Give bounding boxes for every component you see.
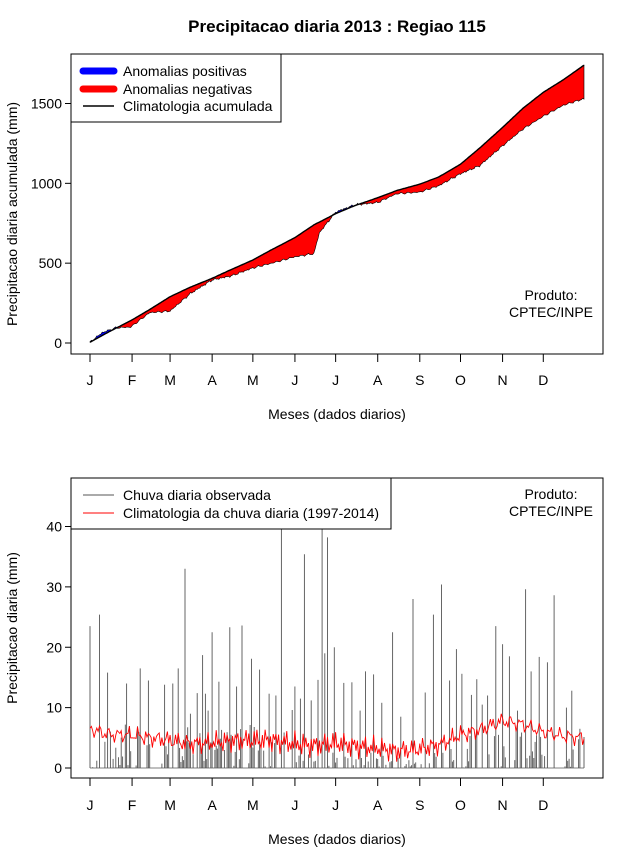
daily-legend: Chuva diaria observada Climatologia da c… xyxy=(70,477,392,530)
panel-daily: 0 10 20 30 40 J F M A M J J A S O N D Meses (dados diar… xyxy=(4,477,604,847)
cumulative-annotation-line2: CPTEC/INPE xyxy=(509,304,593,320)
daily-annotation-line1: Produto: xyxy=(525,486,578,502)
negative-anomaly-area xyxy=(116,214,334,329)
legend-label-negative: Anomalias negativas xyxy=(123,81,252,97)
daily-y-tick-label: 0 xyxy=(54,760,62,776)
cumulative-y-tick-label: 500 xyxy=(39,255,63,271)
daily-x-tick-label: N xyxy=(498,797,508,813)
daily-plot-area xyxy=(89,527,585,769)
daily-y-tick-label: 40 xyxy=(46,519,62,535)
legend-label-daily-climatology: Climatologia da chuva diaria (1997-2014) xyxy=(123,505,379,521)
cumulative-y-label: Precipitacao diaria acumulada (mm) xyxy=(4,102,20,326)
cumulative-plot-area xyxy=(89,64,585,343)
cumulative-x-tick-label: A xyxy=(207,372,217,388)
daily-x-tick-label: A xyxy=(207,797,217,813)
legend-label-climatology: Climatologia acumulada xyxy=(123,98,273,114)
daily-y-label: Precipitacao diaria (mm) xyxy=(4,552,20,704)
daily-climatology-line xyxy=(89,713,585,762)
cumulative-x-tick-label: J xyxy=(87,372,94,388)
chart-title: Precipitacao diaria 2013 : Regiao 115 xyxy=(188,17,486,36)
cumulative-x-tick-label: M xyxy=(164,372,176,388)
daily-y-tick-label: 20 xyxy=(46,639,62,655)
cumulative-x-tick-label: F xyxy=(128,372,137,388)
daily-x-label: Meses (dados diarios) xyxy=(268,831,406,847)
cumulative-y-tick-label: 1000 xyxy=(31,175,62,191)
climatology-cumulative-line xyxy=(89,64,585,343)
cumulative-y-axis: 0 500 1000 1500 xyxy=(31,96,72,351)
daily-x-tick-label: A xyxy=(373,797,383,813)
legend-label-positive: Anomalias positivas xyxy=(123,63,247,79)
daily-y-tick-label: 10 xyxy=(46,700,62,716)
daily-x-tick-label: F xyxy=(128,797,137,813)
cumulative-annotation-line1: Produto: xyxy=(525,287,578,303)
cumulative-x-tick-label: D xyxy=(538,372,548,388)
daily-y-axis: 0 10 20 30 40 xyxy=(46,519,72,776)
panel-cumulative: 0 500 1000 1500 J F M A M J J A S O N D Meses (dados d… xyxy=(4,53,604,422)
cumulative-x-label: Meses (dados diarios) xyxy=(268,406,406,422)
daily-x-tick-label: D xyxy=(538,797,548,813)
daily-x-tick-label: O xyxy=(455,797,466,813)
cumulative-x-tick-label: N xyxy=(498,372,508,388)
cumulative-x-tick-label: J xyxy=(291,372,298,388)
cumulative-x-tick-label: J xyxy=(332,372,339,388)
daily-x-tick-label: S xyxy=(415,797,424,813)
cumulative-x-tick-label: A xyxy=(373,372,383,388)
daily-annotation-line2: CPTEC/INPE xyxy=(509,503,593,519)
daily-x-tick-label: J xyxy=(87,797,94,813)
cumulative-y-tick-label: 0 xyxy=(54,335,62,351)
cumulative-y-tick-label: 1500 xyxy=(31,96,62,112)
daily-y-tick-label: 30 xyxy=(46,579,62,595)
cumulative-x-tick-label: M xyxy=(247,372,259,388)
cumulative-legend: Anomalias positivas Anomalias negativas … xyxy=(70,53,282,123)
negative-anomaly-area xyxy=(359,64,585,206)
legend-label-observed: Chuva diaria observada xyxy=(123,487,271,503)
daily-x-tick-label: J xyxy=(291,797,298,813)
cumulative-x-tick-label: O xyxy=(455,372,466,388)
daily-x-tick-label: M xyxy=(247,797,259,813)
daily-legend-box xyxy=(70,477,392,530)
daily-x-tick-label: J xyxy=(332,797,339,813)
cumulative-x-tick-label: S xyxy=(415,372,424,388)
daily-x-tick-label: M xyxy=(164,797,176,813)
